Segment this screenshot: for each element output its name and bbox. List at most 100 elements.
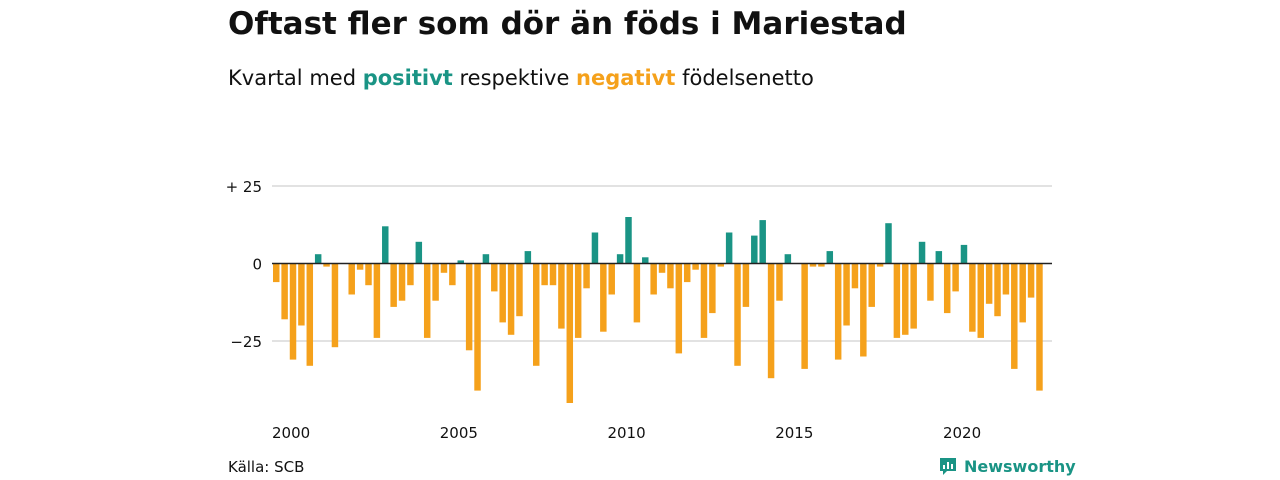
bar — [893, 263, 901, 338]
bar — [306, 263, 314, 366]
bar — [843, 263, 850, 326]
bar — [541, 263, 548, 286]
x-tick-label: 2020 — [943, 424, 981, 442]
bar — [432, 263, 439, 301]
bar — [700, 263, 708, 338]
bar — [457, 260, 464, 264]
subtitle-text-pre: Kvartal med — [228, 66, 363, 90]
brand-logo[interactable]: Newsworthy — [938, 456, 1076, 476]
bar — [558, 263, 565, 329]
bar — [499, 263, 506, 323]
bar — [667, 263, 674, 289]
bar — [709, 263, 716, 314]
bar — [407, 263, 414, 286]
bar — [633, 263, 641, 323]
subtitle-negative-label: negativt — [576, 66, 676, 90]
bar — [608, 263, 615, 295]
bar — [734, 263, 741, 366]
bar — [516, 263, 523, 317]
bar — [692, 263, 699, 270]
bar — [331, 263, 339, 348]
bar — [591, 232, 599, 264]
bar — [826, 251, 834, 264]
source-note: Källa: SCB — [228, 458, 305, 476]
bar — [910, 263, 917, 329]
chart-title: Oftast fler som dör än föds i Mariestad — [228, 6, 907, 42]
bar — [1027, 263, 1035, 298]
bar — [642, 257, 649, 264]
bar — [298, 263, 305, 326]
bar — [751, 235, 758, 264]
bar — [574, 263, 582, 338]
bar — [566, 263, 574, 403]
bar — [851, 263, 859, 289]
bar — [491, 263, 498, 292]
bar — [533, 263, 540, 366]
bar — [465, 263, 473, 351]
bar — [943, 263, 951, 314]
bar — [1002, 263, 1010, 295]
bar — [482, 254, 490, 264]
newsworthy-logo-icon — [940, 458, 956, 475]
brand-name: Newsworthy — [964, 456, 1076, 476]
bar — [776, 263, 783, 301]
bar — [415, 241, 423, 264]
bar — [876, 263, 884, 267]
bar — [273, 263, 280, 283]
bar — [784, 254, 792, 264]
bar — [918, 241, 926, 264]
bar — [809, 263, 817, 267]
bar — [549, 263, 557, 286]
bar — [650, 263, 657, 295]
bar — [952, 263, 959, 292]
bar — [314, 254, 322, 264]
bar — [834, 263, 842, 360]
bar — [759, 220, 766, 264]
bar — [625, 217, 632, 264]
bar — [683, 263, 691, 283]
bar — [474, 263, 481, 391]
bar — [717, 263, 724, 267]
bar — [977, 263, 984, 338]
bar — [725, 232, 733, 264]
bar — [818, 263, 825, 267]
bar — [860, 263, 867, 357]
bar — [885, 223, 892, 264]
bar — [524, 251, 532, 264]
bar — [289, 263, 297, 360]
bar — [373, 263, 381, 338]
bar — [348, 263, 355, 295]
bar — [507, 263, 515, 335]
x-tick-label: 2005 — [440, 424, 478, 442]
bar — [382, 226, 389, 264]
bar — [902, 263, 909, 335]
x-tick-label: 2000 — [272, 424, 310, 442]
y-tick-label: 0 — [252, 256, 262, 274]
y-tick-label: + 25 — [226, 178, 262, 196]
x-tick-label: 2010 — [607, 424, 645, 442]
bar — [742, 263, 750, 307]
bar — [281, 263, 288, 320]
bar — [927, 263, 934, 301]
bar — [767, 263, 775, 379]
bar — [356, 263, 364, 270]
bar — [440, 263, 448, 273]
bar — [616, 254, 624, 264]
subtitle-text-post: födelsenetto — [675, 66, 814, 90]
bar — [994, 263, 1001, 317]
bar — [985, 263, 993, 304]
bar — [1036, 263, 1043, 391]
chart-subtitle: Kvartal med positivt respektive negativt… — [228, 66, 814, 90]
bar — [801, 263, 808, 369]
bar — [1011, 263, 1018, 369]
x-tick-label: 2015 — [775, 424, 813, 442]
bar — [390, 263, 397, 307]
bar — [935, 251, 943, 264]
bar — [600, 263, 607, 332]
bar — [365, 263, 372, 286]
bar — [960, 244, 968, 264]
subtitle-text-mid: respektive — [452, 66, 577, 90]
bar — [658, 263, 666, 273]
bar — [969, 263, 976, 332]
